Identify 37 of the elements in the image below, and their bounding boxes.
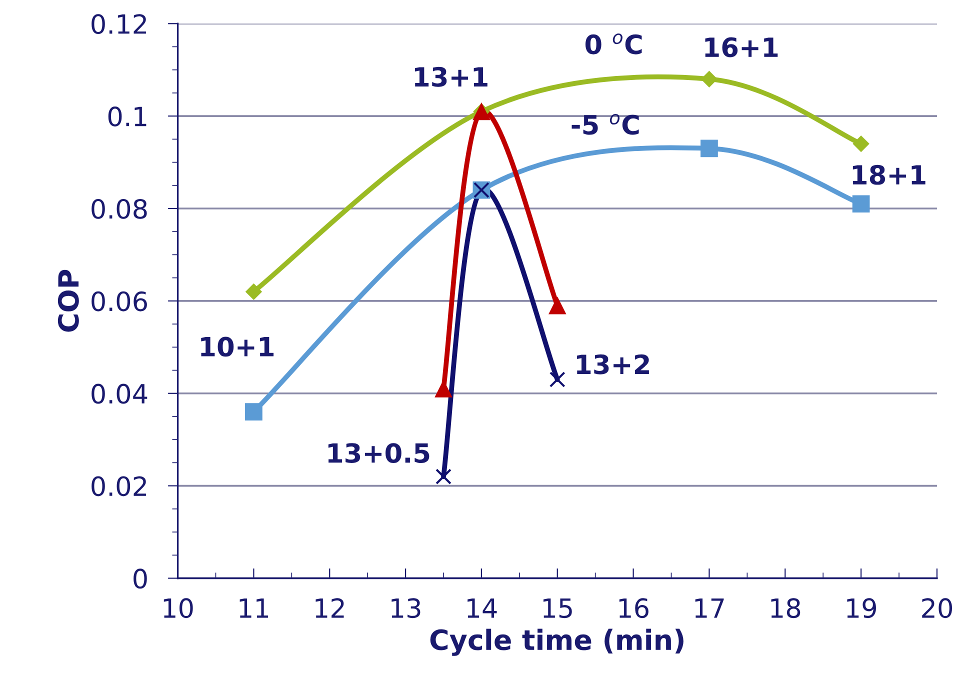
point [852, 195, 870, 213]
x-tick-label: 19 [847, 598, 876, 618]
y-tick-label: 0.08 [92, 198, 147, 219]
x-tick-label: 15 [543, 598, 572, 618]
annotation: 13+1 [414, 66, 488, 87]
x-tick-label: 16 [619, 598, 648, 618]
x-tick-label: 11 [240, 598, 268, 618]
x-tick-label: 20 [922, 598, 952, 618]
series-label: 0 $^{o}$C [585, 34, 642, 54]
point [245, 403, 262, 421]
y-tick-label: 0.1 [108, 106, 146, 126]
y-tick-label: 0 [134, 568, 147, 589]
annotation: 13+2 [577, 354, 649, 374]
point [245, 283, 262, 300]
x-axis-title: Cycle time (min) [430, 628, 684, 656]
x-tick-label: 18 [771, 598, 800, 618]
point [436, 468, 452, 485]
y-tick-label: 0.06 [92, 291, 147, 312]
x-tick-label: 12 [316, 598, 344, 618]
point [548, 296, 566, 314]
annotation: 16+1 [705, 37, 778, 58]
x-tick-label: 17 [695, 598, 724, 618]
y-axis-title: COP [58, 270, 79, 332]
annotation: 18+1 [852, 164, 926, 185]
annotation: 10+1 [201, 336, 274, 357]
annotation: 13+0.5 [328, 443, 430, 464]
series-label: -5 $^{o}$C [572, 114, 639, 135]
point [852, 136, 870, 152]
y-tick-label: 0.02 [92, 476, 146, 496]
point [701, 70, 718, 88]
point [549, 372, 566, 388]
y-tick-label: 0.12 [92, 14, 146, 34]
x-tick-label: 10 [164, 598, 193, 618]
y-tick-label: 0.04 [92, 384, 148, 404]
point [700, 140, 718, 158]
x-tick-label: 13 [392, 598, 420, 618]
x-tick-label: 14 [468, 598, 497, 618]
